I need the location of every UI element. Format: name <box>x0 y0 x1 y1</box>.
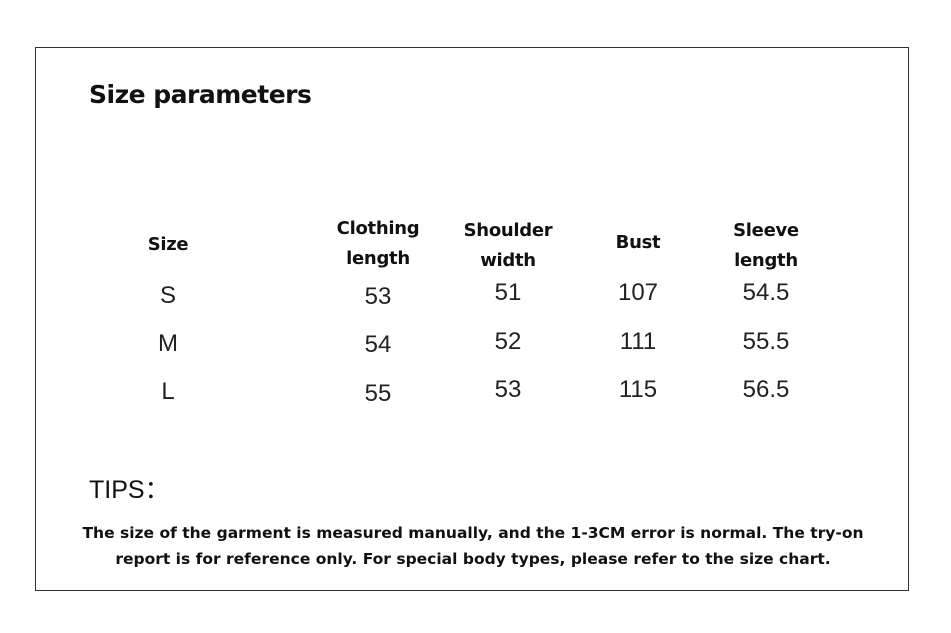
measurement-cell: 55 <box>364 380 392 407</box>
tips-text: The size of the garment is measured manu… <box>82 524 864 568</box>
measurement-cell: 115 <box>618 376 658 403</box>
column-header: Sleeve length <box>733 220 799 271</box>
size-label-cell: M <box>158 330 178 357</box>
measurement-cell: 55.5 <box>742 328 790 355</box>
column-header: Size <box>147 234 189 255</box>
measurement-cell: 54.5 <box>742 279 790 306</box>
measurement-cell: 53 <box>494 376 522 403</box>
column-header: Shoulder width <box>463 220 553 271</box>
tips-label: TIPS： <box>89 476 170 504</box>
size-label-cell: S <box>159 282 177 309</box>
measurement-cell: 54 <box>364 331 392 358</box>
column-header: Clothing length <box>336 218 420 269</box>
measurement-cell: 107 <box>617 279 659 306</box>
measurement-cell: 53 <box>364 283 392 310</box>
measurement-cell: 51 <box>494 279 522 306</box>
measurement-cell: 111 <box>619 328 657 355</box>
size-label-cell: L <box>161 378 175 405</box>
measurement-cell: 52 <box>494 328 522 355</box>
measurement-cell: 56.5 <box>742 376 790 403</box>
column-header: Bust <box>615 232 661 253</box>
size-chart-frame <box>35 47 909 591</box>
page-title: Size parameters <box>89 80 312 109</box>
